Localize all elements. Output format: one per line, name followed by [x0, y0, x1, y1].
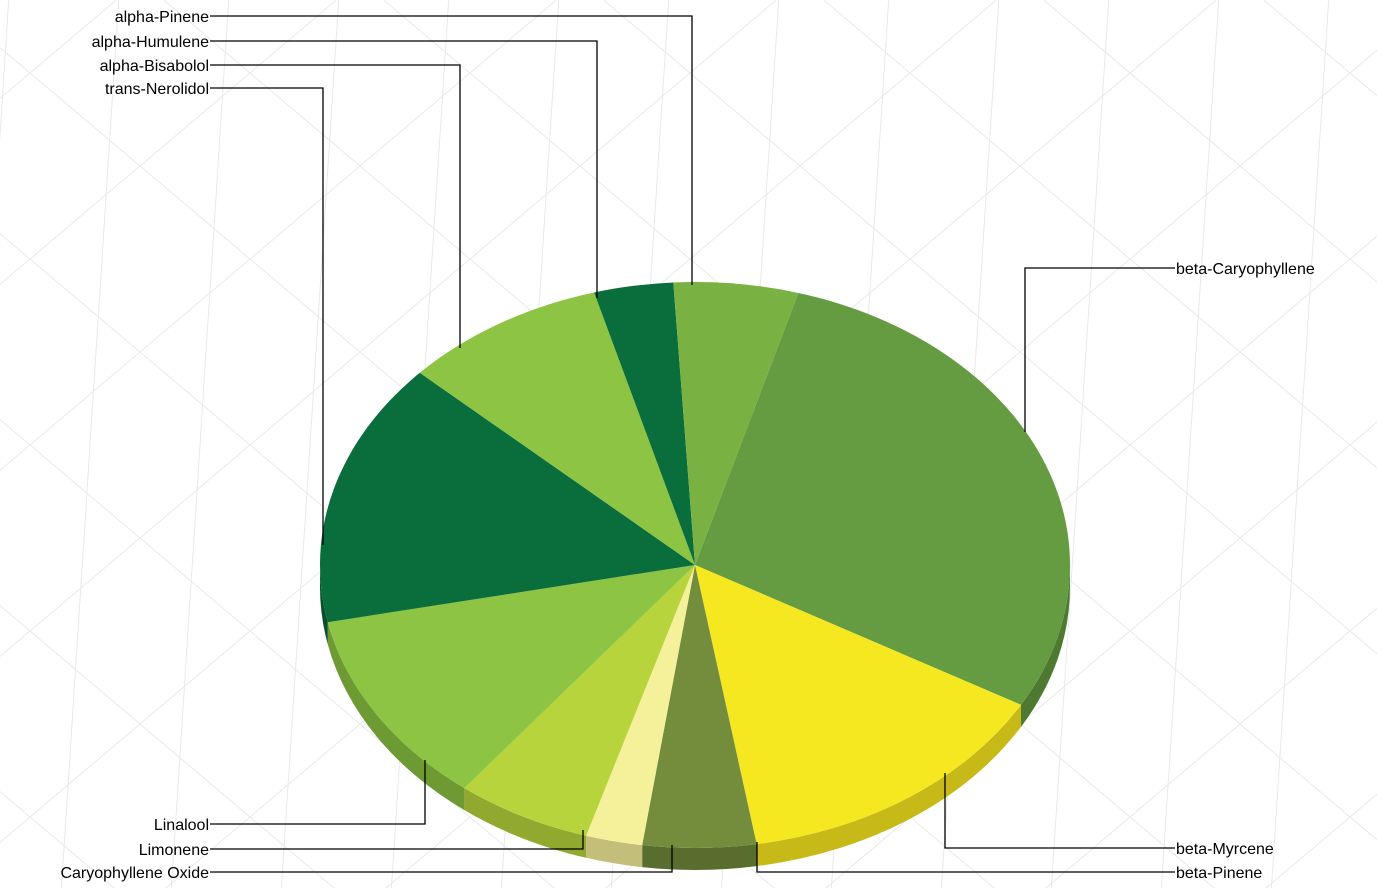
- slice-trans-nerolidol: [320, 372, 695, 623]
- slice-label-alpha-pinene: alpha-Pinene: [115, 9, 209, 26]
- slice-label-alpha-humulene: alpha-Humulene: [92, 34, 210, 51]
- pie-side-walls: [320, 565, 1070, 870]
- slice-limonene: [464, 565, 695, 836]
- slice-side-limonene: [464, 788, 587, 858]
- slice-side-beta-myrcene: [756, 704, 1022, 867]
- leader-line-beta-myrcene: [944, 773, 1175, 849]
- slice-beta-pinene: [642, 565, 757, 849]
- slice-label-beta-caryophyllene: beta-Caryophyllene: [1176, 261, 1315, 278]
- slice-label-beta-pinene: beta-Pinene: [1176, 865, 1262, 882]
- leader-line-caryophyllene-oxide: [210, 845, 673, 873]
- leader-lines: [210, 15, 1175, 873]
- slice-alpha-humulene: [594, 282, 695, 565]
- leader-line-alpha-pinene: [210, 15, 693, 285]
- slice-alpha-bisabolol: [419, 292, 695, 565]
- slice-label-limonene: Limonene: [139, 842, 209, 859]
- slice-labels: beta-Caryophyllene beta-Myrcene beta-Pinen…: [60, 9, 1314, 882]
- slice-side-trans-nerolidol: [320, 565, 328, 645]
- slice-side-beta-pinene: [642, 844, 757, 870]
- slice-side-linalool: [327, 622, 465, 811]
- pie-top-faces: [320, 282, 1070, 849]
- slice-side-beta-caryophyllene: [1021, 565, 1070, 727]
- slice-label-caryophyllene-oxide: Caryophyllene Oxide: [60, 865, 209, 882]
- slice-beta-myrcene: [695, 565, 1022, 845]
- slice-caryophyllene-oxide: [586, 565, 695, 846]
- slice-label-beta-myrcene: beta-Myrcene: [1176, 841, 1274, 858]
- slice-alpha-pinene: [673, 282, 799, 565]
- slice-label-linalool: Linalool: [154, 817, 209, 834]
- leader-line-trans-nerolidol: [210, 87, 324, 545]
- leader-line-alpha-bisabolol: [210, 64, 461, 348]
- leader-line-limonene: [210, 830, 584, 850]
- slice-label-trans-nerolidol: trans-Nerolidol: [105, 81, 209, 98]
- leader-line-alpha-humulene: [210, 40, 598, 298]
- slice-beta-caryophyllene: [695, 292, 1070, 705]
- slice-label-alpha-bisabolol: alpha-Bisabolol: [100, 58, 209, 75]
- slice-linalool: [327, 565, 695, 789]
- leader-line-beta-caryophyllene: [1024, 267, 1175, 432]
- slice-side-caryophyllene-oxide: [586, 835, 643, 868]
- leader-line-beta-pinene: [756, 842, 1175, 873]
- leader-line-linalool: [210, 760, 426, 825]
